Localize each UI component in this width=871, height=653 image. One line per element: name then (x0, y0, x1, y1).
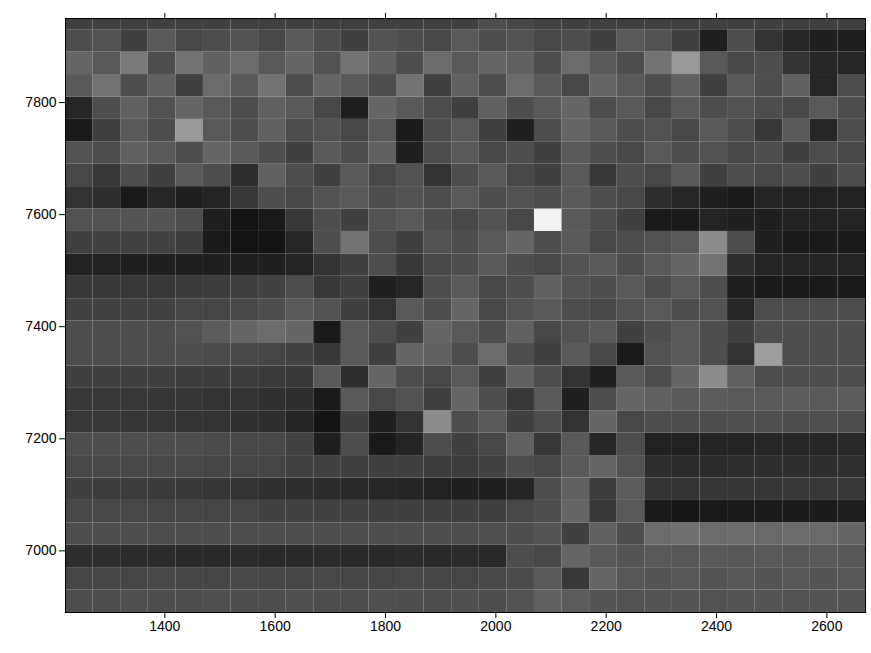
svg-text:1400: 1400 (149, 618, 180, 634)
svg-text:7000: 7000 (25, 542, 56, 558)
svg-text:7200: 7200 (25, 430, 56, 446)
svg-text:1600: 1600 (260, 618, 291, 634)
svg-text:2600: 2600 (811, 618, 842, 634)
svg-text:7400: 7400 (25, 318, 56, 334)
svg-text:1800: 1800 (370, 618, 401, 634)
svg-text:2200: 2200 (591, 618, 622, 634)
svg-text:2400: 2400 (701, 618, 732, 634)
svg-text:7600: 7600 (25, 206, 56, 222)
svg-text:2000: 2000 (480, 618, 511, 634)
svg-text:7800: 7800 (25, 94, 56, 110)
